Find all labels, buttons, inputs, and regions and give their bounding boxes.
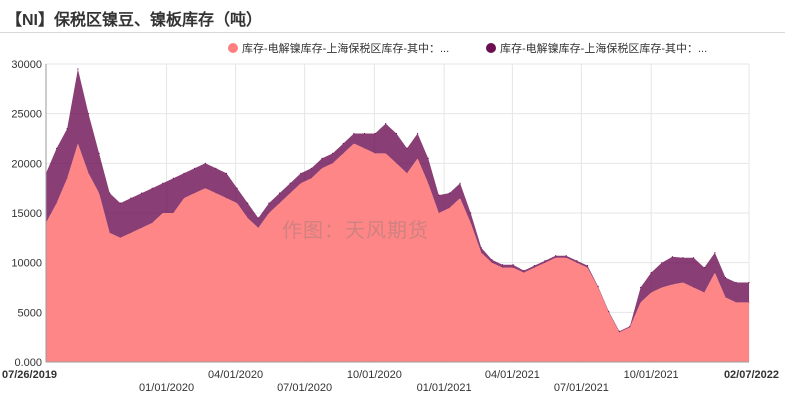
y-tick-label: 5000 — [18, 307, 42, 319]
data-point-series-2 — [257, 217, 259, 219]
data-point-series-2 — [650, 272, 652, 274]
data-point-series-2 — [417, 132, 419, 135]
legend-label-series-2: 库存-电解镍库存-上海保税区库存-其中：... — [500, 43, 708, 55]
x-tick-label: 01/01/2020 — [139, 382, 194, 394]
data-point-series-2 — [130, 197, 132, 199]
data-point-series-2 — [332, 152, 334, 154]
x-tick-label: 10/01/2021 — [624, 369, 679, 381]
data-point-series-2 — [735, 281, 737, 284]
y-tick-label: 30000 — [11, 59, 42, 71]
data-point-series-2 — [141, 192, 143, 194]
legend: 库存-电解镍库存-上海保税区库存-其中：... 库存-电解镍库存-上海保税区库存… — [228, 40, 778, 58]
data-point-series-2 — [247, 202, 249, 204]
data-point-series-2 — [576, 260, 578, 262]
data-point-series-2 — [109, 192, 111, 194]
data-point-series-2 — [151, 187, 153, 189]
data-point-series-2 — [661, 262, 663, 264]
data-point-series-2 — [289, 182, 291, 184]
data-point-series-2 — [279, 192, 281, 194]
data-point-series-2 — [586, 265, 589, 267]
y-tick-label: 25000 — [11, 109, 42, 121]
x-tick-label: 01/01/2021 — [417, 382, 472, 394]
data-point-series-2 — [491, 259, 493, 261]
data-point-series-2 — [724, 277, 727, 279]
data-point-series-2 — [714, 252, 716, 254]
x-tick-label: 07/01/2021 — [554, 382, 609, 394]
data-point-series-2 — [748, 281, 750, 284]
x-tick-label: 04/01/2021 — [485, 369, 540, 381]
y-tick-label: 15000 — [11, 208, 42, 220]
data-point-series-2 — [629, 325, 631, 327]
title-bar: 【NI】保税区镍豆、镍板库存（吨） — [0, 0, 785, 33]
area-series-1 — [46, 143, 749, 362]
data-point-series-2 — [618, 330, 620, 332]
data-point-series-2 — [693, 257, 695, 259]
data-point-series-2 — [427, 157, 429, 159]
data-point-series-2 — [459, 182, 461, 184]
data-point-series-2 — [438, 194, 440, 196]
data-point-series-2 — [512, 264, 514, 266]
x-tick-label: 04/01/2020 — [208, 369, 263, 381]
data-point-series-2 — [363, 132, 366, 135]
data-point-series-2 — [480, 247, 482, 249]
data-point-series-2 — [183, 172, 185, 174]
data-point-series-2 — [523, 270, 525, 272]
data-point-series-2 — [215, 167, 217, 169]
data-point-series-2 — [342, 142, 344, 145]
y-tick-label: 0.000 — [14, 357, 42, 369]
y-tick-label: 10000 — [11, 258, 42, 270]
data-point-series-2 — [385, 123, 387, 125]
x-tick-label: 07/26/2019 — [2, 369, 57, 381]
x-tick-label: 10/01/2020 — [347, 369, 402, 381]
watermark: 作图：天风期货 — [282, 220, 429, 242]
data-point-series-2 — [98, 152, 100, 154]
data-point-series-2 — [565, 255, 567, 257]
data-point-series-2 — [608, 310, 610, 312]
legend-item-series-2[interactable]: 库存-电解镍库存-上海保税区库存-其中：... — [486, 40, 707, 56]
data-point-series-2 — [682, 257, 684, 259]
data-point-series-2 — [470, 212, 472, 214]
data-point-series-2 — [268, 202, 270, 204]
data-point-series-2 — [194, 167, 196, 169]
data-point-series-2 — [119, 202, 121, 204]
data-point-series-2 — [236, 187, 238, 189]
data-point-series-2 — [703, 267, 705, 269]
data-point-series-2 — [671, 256, 674, 258]
data-point-series-2 — [204, 162, 206, 164]
data-point-series-2 — [310, 167, 312, 169]
data-point-series-2 — [225, 172, 228, 174]
data-point-series-2 — [501, 264, 504, 266]
data-point-series-2 — [172, 177, 174, 179]
y-tick-label: 20000 — [11, 158, 42, 170]
data-point-series-2 — [406, 147, 408, 149]
chart-title: 【NI】保税区镍豆、镍板库存（吨） — [6, 12, 263, 29]
data-point-series-2 — [321, 157, 323, 159]
data-point-series-2 — [66, 128, 68, 130]
data-point-series-2 — [77, 68, 79, 70]
data-point-series-2 — [640, 286, 642, 289]
data-point-series-2 — [555, 255, 557, 257]
x-tick-label: 07/01/2020 — [277, 382, 332, 394]
data-point-series-2 — [300, 172, 302, 174]
legend-dot-icon-series-2 — [486, 43, 496, 53]
data-point-series-2 — [374, 132, 376, 135]
legend-label-series-1: 库存-电解镍库存-上海保税区库存-其中：... — [242, 43, 450, 55]
data-point-series-2 — [162, 182, 164, 184]
data-point-series-2 — [56, 147, 58, 149]
data-point-series-2 — [395, 132, 397, 135]
data-point-series-2 — [353, 132, 355, 135]
data-point-series-2 — [87, 113, 90, 115]
data-point-series-2 — [544, 260, 546, 262]
data-point-series-2 — [533, 265, 536, 267]
legend-dot-icon-series-1 — [228, 43, 238, 53]
data-point-series-2 — [448, 192, 450, 194]
data-point-series-2 — [597, 285, 599, 288]
legend-item-series-1[interactable]: 库存-电解镍库存-上海保税区库存-其中：... — [228, 40, 449, 56]
x-tick-label: 02/07/2022 — [724, 369, 779, 381]
